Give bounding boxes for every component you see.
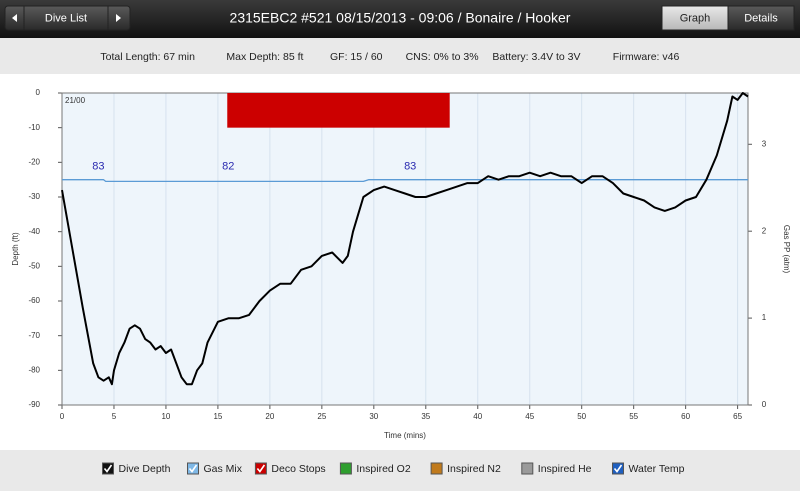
x-tick-label: 20: [265, 412, 274, 421]
x-tick-label: 40: [473, 412, 482, 421]
y-tick-label: -80: [28, 365, 40, 374]
legend-label[interactable]: Dive Depth: [119, 463, 171, 475]
stat: Max Depth: 85 ft: [226, 51, 303, 63]
x-tick-label: 50: [577, 412, 586, 421]
stats: Total Length: 67 min Max Depth: 85 ft GF: …: [100, 51, 679, 63]
x-tick-label: 65: [733, 412, 742, 421]
y2-axis-label: Gas PP (atm): [782, 225, 791, 274]
legend-label[interactable]: Water Temp: [629, 463, 685, 475]
y-tick-label: -40: [28, 227, 40, 236]
x-tick-label: 15: [213, 412, 222, 421]
corner-label: 21/00: [65, 96, 86, 105]
dive-title: 2315EBC2 #521 08/15/2013 - 09:06 / Bonai…: [230, 10, 571, 26]
stat: CNS: 0% to 3%: [406, 51, 479, 63]
gas-label: 82: [222, 161, 234, 173]
dive-list-button[interactable]: [4, 5, 131, 31]
plot-area: [62, 93, 748, 405]
y-tick-label: 0: [36, 88, 41, 97]
x-tick-label: 5: [112, 412, 117, 421]
legend-label[interactable]: Deco Stops: [271, 463, 325, 475]
y2-tick-label: 3: [762, 139, 767, 148]
check-mark[interactable]: [103, 464, 113, 473]
check-mark[interactable]: [613, 464, 623, 473]
stat: Total Length: 67 min: [100, 51, 195, 63]
legend-label[interactable]: Inspired N2: [447, 463, 501, 475]
x-tick-label: 35: [421, 412, 430, 421]
x-tick-label: 45: [525, 412, 534, 421]
stat: Firmware: v46: [613, 51, 680, 63]
gas-mix-line: [62, 179, 748, 183]
stats-bar: [0, 38, 800, 74]
legend-checkbox[interactable]: [339, 462, 352, 475]
legend-label[interactable]: Inspired O2: [356, 463, 410, 475]
y-tick-label: -60: [28, 296, 40, 305]
prev-arrow[interactable]: [12, 14, 17, 22]
x-tick-label: 30: [369, 412, 378, 421]
y-tick-label: -90: [28, 400, 40, 409]
y-tick-label: -20: [28, 157, 40, 166]
gas-label: 83: [92, 161, 104, 173]
x-axis-label: Time (mins): [384, 431, 426, 440]
legend-checkbox[interactable]: [187, 462, 199, 475]
x-tick-label: 55: [629, 412, 638, 421]
legend-bar: [0, 450, 800, 491]
y-tick-label: -30: [28, 192, 40, 201]
legend-checkbox[interactable]: [430, 462, 443, 475]
deco-stop: [227, 93, 450, 128]
x-tick-label: 0: [60, 412, 65, 421]
tab-label[interactable]: Details: [744, 12, 778, 24]
legend-checkbox[interactable]: [521, 462, 534, 475]
stat: Battery: 3.4V to 3V: [492, 51, 580, 63]
y-tick-label: -70: [28, 331, 40, 340]
legend: Dive Depth Gas Mix Deco Stops Inspired O2 In…: [102, 462, 685, 475]
y-tick-label: -10: [28, 123, 40, 132]
legend-checkbox[interactable]: [254, 462, 267, 475]
back-label[interactable]: Dive List: [45, 12, 87, 24]
legend-label[interactable]: Gas Mix: [204, 463, 243, 475]
y-tick-label: -50: [28, 261, 40, 270]
chart: 0 5 10 15 20 25 30 35 40 45 50 55 60 650-10-20-30-40-…: [11, 88, 791, 440]
legend-label[interactable]: Inspired He: [538, 463, 592, 475]
legend-checkbox[interactable]: [612, 462, 624, 475]
gas-label: 83: [404, 161, 416, 173]
legend-checkbox[interactable]: [102, 462, 114, 475]
y2-tick-label: 1: [762, 313, 767, 322]
y2-tick-label: 0: [762, 400, 767, 409]
next-arrow[interactable]: [116, 14, 121, 22]
y-axis-label: Depth (ft): [11, 232, 20, 266]
x-tick-label: 25: [317, 412, 326, 421]
check-mark[interactable]: [256, 464, 266, 473]
dive-depth-line: [61, 92, 749, 386]
y2-tick-label: 2: [762, 226, 767, 235]
tab-label[interactable]: Graph: [680, 12, 711, 24]
check-mark[interactable]: [188, 464, 198, 473]
details-tab[interactable]: [727, 5, 795, 31]
x-tick-label: 60: [681, 412, 690, 421]
stat: GF: 15 / 60: [330, 51, 383, 63]
x-tick-label: 10: [161, 412, 170, 421]
